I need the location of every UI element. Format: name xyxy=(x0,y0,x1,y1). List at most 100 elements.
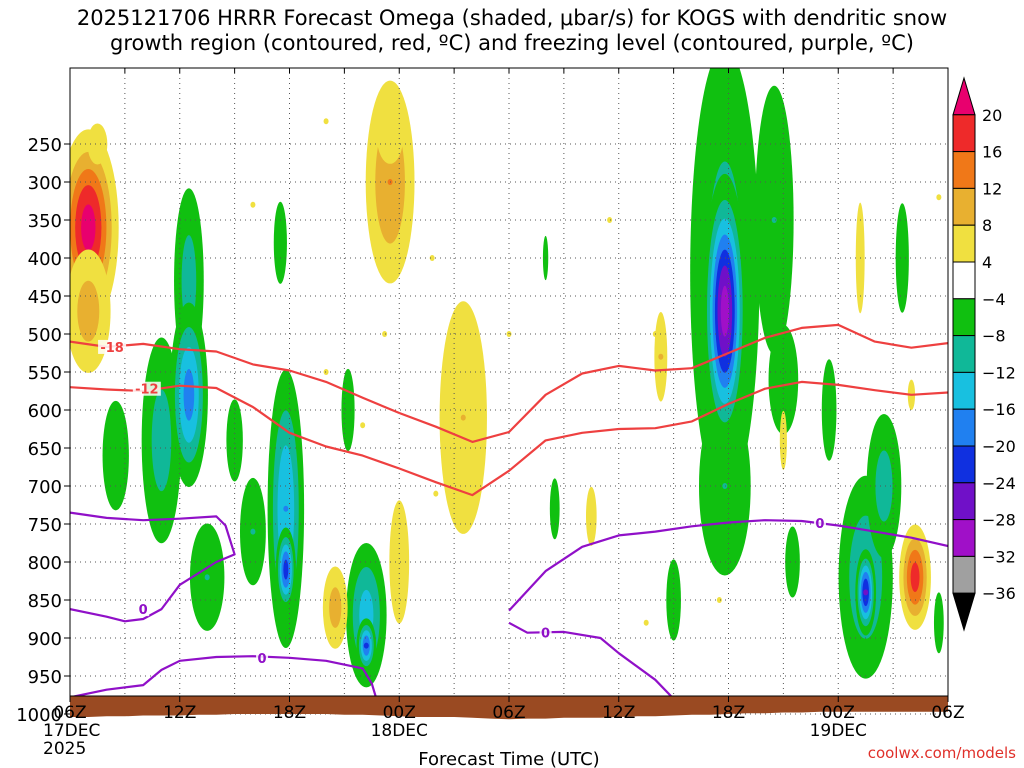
omega-cell xyxy=(429,255,435,261)
colorbar-label: 16 xyxy=(982,143,1002,162)
omega-contour-fill xyxy=(102,400,129,511)
colorbar-segment xyxy=(952,371,976,410)
y-tick-label: 650 xyxy=(28,439,62,460)
colorbar-segment xyxy=(952,298,976,337)
contour-label-background xyxy=(539,625,552,640)
omega-cell xyxy=(933,592,944,654)
contour-line--18 xyxy=(70,323,948,443)
omega-cell xyxy=(273,201,287,284)
omega-cell xyxy=(936,194,942,201)
omega-contour-fill xyxy=(341,368,355,452)
y-tick-label: 750 xyxy=(28,515,62,536)
colorbar-segment xyxy=(952,445,976,484)
omega-contour-fill xyxy=(771,217,777,223)
omega-cell xyxy=(439,301,487,534)
omega-cell xyxy=(785,526,800,598)
omega-contour-fill xyxy=(863,589,869,596)
omega-contour-fill xyxy=(382,331,388,337)
colorbar-segment xyxy=(952,114,976,153)
colorbar-label: 20 xyxy=(982,106,1002,125)
omega-cell xyxy=(189,523,225,631)
omega-contour-fill xyxy=(936,194,942,201)
omega-cell xyxy=(585,486,597,546)
omega-contour-fill xyxy=(389,500,410,624)
omega-cell xyxy=(666,559,681,641)
contour-label-background xyxy=(98,339,127,354)
y-tick-label: 400 xyxy=(28,249,62,270)
omega-contour-fill xyxy=(323,369,329,375)
x-tick-label: 17DEC xyxy=(43,721,100,741)
contour-line--12 xyxy=(70,380,948,497)
omega-cell xyxy=(607,217,613,223)
y-tick-label: 350 xyxy=(28,211,62,232)
omega-contour-fill xyxy=(226,399,243,482)
colorbar-segment xyxy=(952,335,976,373)
contour-line-freezing xyxy=(70,655,377,696)
omega-cell xyxy=(698,396,751,576)
omega-cell xyxy=(323,369,329,375)
y-tick-label: 500 xyxy=(28,325,62,346)
colorbar-label: 8 xyxy=(982,216,992,235)
colorbar-segment-bottom-arrow xyxy=(952,592,976,632)
omega-cell xyxy=(895,203,909,313)
y-tick-label: 250 xyxy=(28,135,62,156)
omega-cell xyxy=(389,500,410,624)
omega-cell xyxy=(643,619,649,626)
contour-label: 0 xyxy=(541,627,550,642)
colorbar-segment xyxy=(952,482,976,521)
contour-labels: -18 -12 0 0 0 0 xyxy=(98,339,826,667)
omega-contour-fill xyxy=(666,559,681,641)
x-tick-label: 2025 xyxy=(43,739,86,759)
omega-shaded-field xyxy=(70,68,944,688)
omega-cell xyxy=(716,597,722,603)
omega-contour-fill xyxy=(433,490,439,497)
colorbar-label: 4 xyxy=(982,253,992,272)
colorbar-segment xyxy=(952,555,976,594)
colorbar-label: −36 xyxy=(982,584,1016,603)
omega-cell xyxy=(376,109,404,164)
omega-cell xyxy=(239,477,266,586)
omega-cell xyxy=(779,410,787,470)
colorbar-segment xyxy=(952,408,976,447)
colorbar-segment-top-arrow xyxy=(952,76,976,116)
temperature-contours xyxy=(70,323,948,696)
contour-label: 0 xyxy=(815,517,824,532)
site-credit: coolwx.com/models xyxy=(867,744,1016,762)
contour-label-background xyxy=(137,602,150,617)
omega-cell xyxy=(702,173,747,449)
y-tick-label: 950 xyxy=(28,667,62,688)
x-axis-title: Forecast Time (UTC) xyxy=(418,749,599,768)
omega-contour-fill xyxy=(87,123,108,165)
omega-cell xyxy=(754,85,794,355)
omega-cell xyxy=(821,359,837,461)
omega-cell xyxy=(356,618,377,673)
omega-contour-fill xyxy=(821,359,837,461)
contour-label: -18 xyxy=(100,341,124,356)
omega-cell xyxy=(654,312,668,402)
omega-cell xyxy=(549,478,560,540)
omega-contour-fill xyxy=(643,619,649,626)
chart-title-line-2: growth region (contoured, red, ºC) and f… xyxy=(110,31,914,55)
contour-label: 0 xyxy=(139,603,148,618)
y-tick-label: 600 xyxy=(28,401,62,422)
omega-contour-fill xyxy=(81,204,96,251)
omega-contour-fill xyxy=(204,574,210,581)
colorbar-label: 12 xyxy=(982,179,1002,198)
colorbar-label: −24 xyxy=(982,474,1016,493)
omega-contour-fill xyxy=(607,217,613,223)
omega-contour-fill xyxy=(549,478,560,540)
x-tick-label: 12Z xyxy=(163,703,196,723)
omega-contour-fill xyxy=(329,587,342,628)
colorbar-label: −4 xyxy=(982,290,1006,309)
omega-contour-fill xyxy=(151,389,172,492)
contour-label-background xyxy=(132,381,161,396)
omega-contour-fill xyxy=(250,201,256,208)
omega-cell xyxy=(899,524,931,630)
omega-contour-fill xyxy=(283,505,289,512)
omega-cell xyxy=(322,566,348,649)
omega-contour-fill xyxy=(183,368,195,421)
contour-label-background xyxy=(813,516,826,531)
y-tick-label: 800 xyxy=(28,553,62,574)
omega-contour-fill xyxy=(273,201,287,284)
